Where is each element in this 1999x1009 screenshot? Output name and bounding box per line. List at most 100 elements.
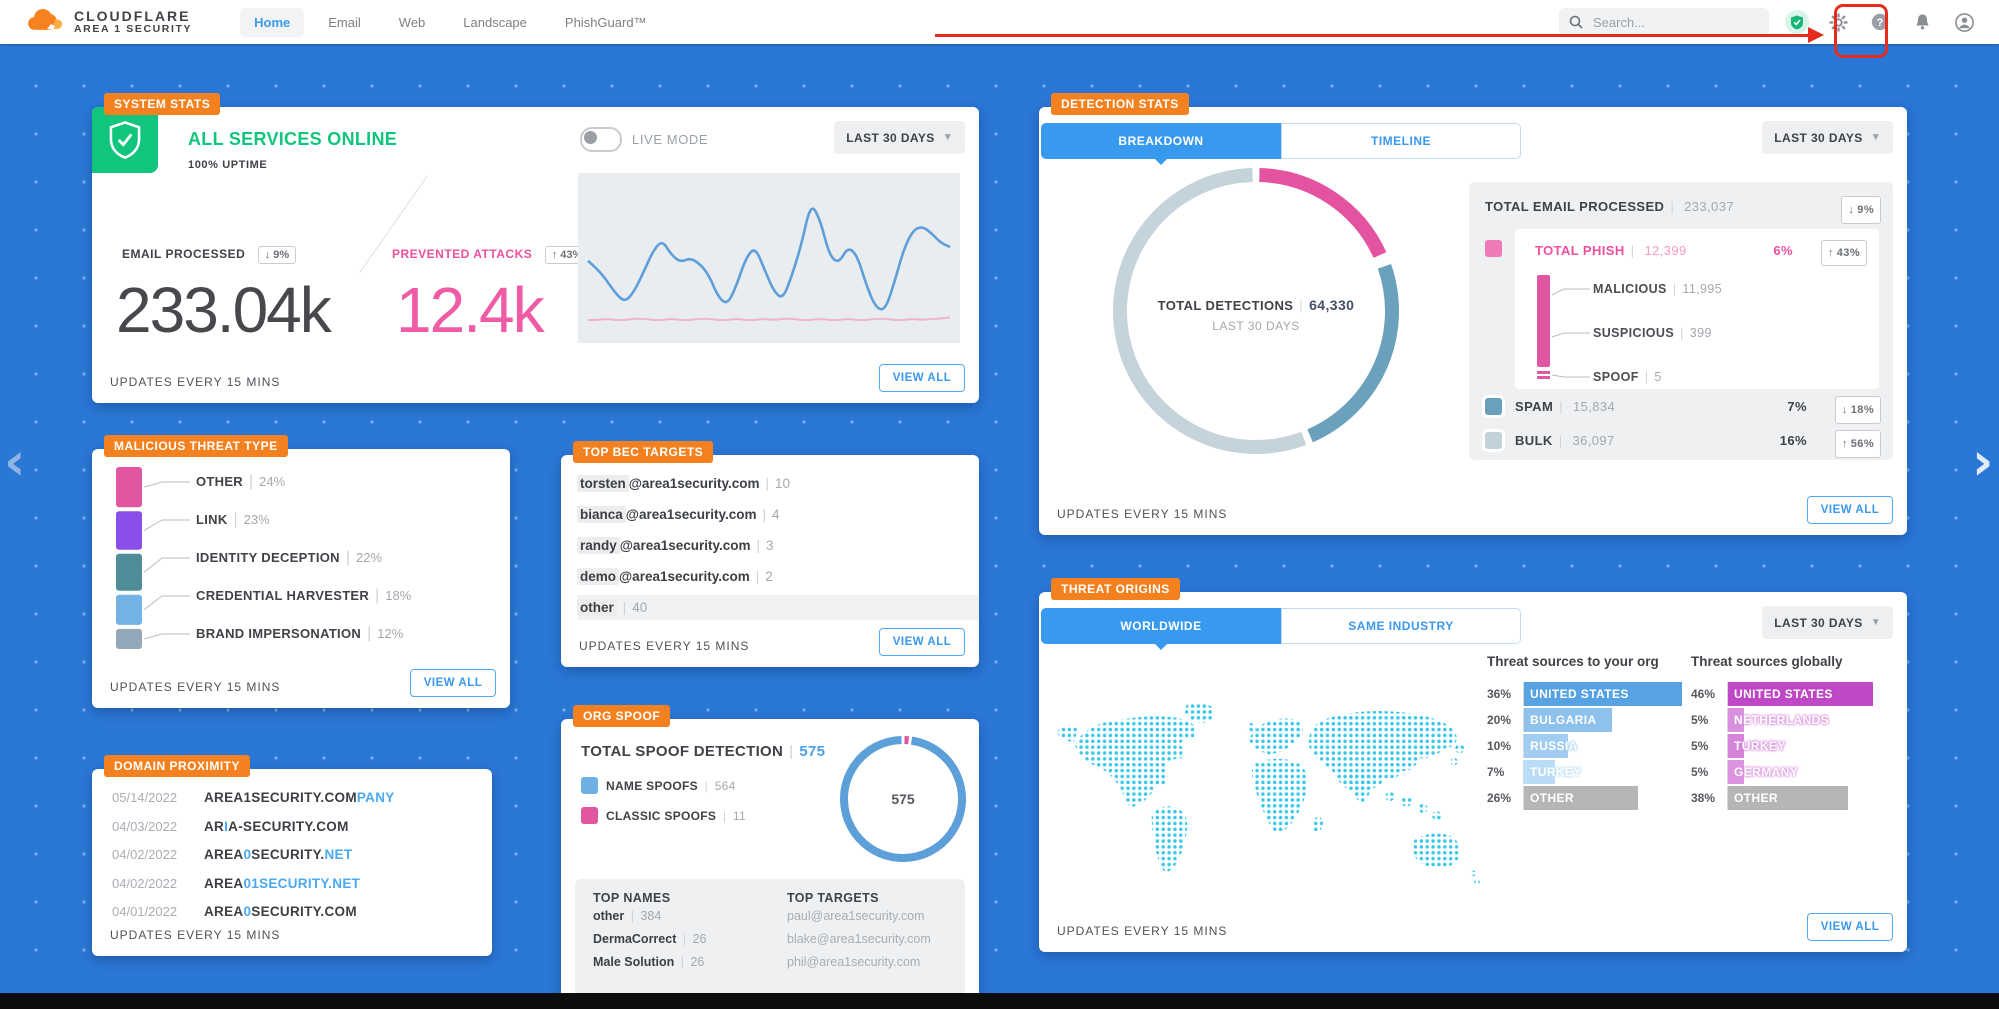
top-names-list: other | 384 DermaCorrect | 26 Male Solutio… <box>593 905 773 974</box>
bar-percent-label: 5% <box>1691 765 1709 779</box>
bulk-row: BULK | 36,097 16% ↑ 56% <box>1485 430 1881 458</box>
view-all-button[interactable]: VIEW ALL <box>879 364 965 392</box>
live-mode-toggle[interactable] <box>580 127 622 152</box>
card-badge: MALICIOUS THREAT TYPE <box>104 435 288 457</box>
top-target-row: paul@area1security.com <box>787 909 925 923</box>
user-avatar-icon[interactable] <box>1951 9 1977 35</box>
threat-source-row: 5% TURKEY <box>1691 733 1896 759</box>
card-badge: ORG SPOOF <box>573 705 671 727</box>
detections-donut-center: TOTAL DETECTIONS | 64,330 LAST 30 DAYS <box>1157 297 1355 333</box>
bar-country-label: NETHERLANDS <box>1734 713 1830 727</box>
bec-target-row: demo @area1security.com | 2 <box>577 564 979 589</box>
tab-timeline[interactable]: TIMELINE <box>1281 123 1521 159</box>
top-targets-title: TOP TARGETS <box>787 891 879 905</box>
spoof-detail-panel: TOP NAMES other | 384 DermaCorrect | 26 Ma… <box>575 879 965 997</box>
updates-note: UPDATES EVERY 15 MINS <box>579 639 750 653</box>
card-badge: TOP BEC TARGETS <box>573 441 714 463</box>
bar-country-label: TURKEY <box>1734 739 1786 753</box>
updates-note: UPDATES EVERY 15 MINS <box>110 375 281 389</box>
search-box[interactable] <box>1559 8 1769 36</box>
nav-item-home[interactable]: Home <box>240 7 305 37</box>
view-all-button[interactable]: VIEW ALL <box>1807 496 1893 524</box>
view-all-button[interactable]: VIEW ALL <box>879 628 965 656</box>
bar-track: GERMANY <box>1727 760 1873 784</box>
tab-breakdown[interactable]: BREAKDOWN <box>1041 123 1281 165</box>
updates-note: UPDATES EVERY 15 MINS <box>1057 507 1228 521</box>
threat-source-row: 20% BULGARIA <box>1487 707 1692 733</box>
metric-label: EMAIL PROCESSED <box>122 247 246 261</box>
nav-item-web[interactable]: Web <box>385 8 440 37</box>
services-status-text: ALL SERVICES ONLINE <box>188 129 398 149</box>
metric-prevented-attacks: PREVENTED ATTACKS ↑ 43% 12.4k <box>392 245 590 346</box>
range-dropdown[interactable]: LAST 30 DAYS ▼ <box>834 121 965 154</box>
phish-mini-bar-dash <box>1537 376 1550 379</box>
brand[interactable]: CLOUDFLARE AREA 1 SECURITY <box>26 8 193 36</box>
card-badge: SYSTEM STATS <box>104 93 221 115</box>
search-input[interactable] <box>1591 13 1735 31</box>
chart-title: Threat sources to your org <box>1487 654 1659 669</box>
card-top-bec-targets: TOP BEC TARGETS torsten @area1security.co… <box>561 441 979 667</box>
brand-line2: AREA 1 SECURITY <box>74 22 193 35</box>
range-label: LAST 30 DAYS <box>1774 130 1863 145</box>
delta-badge: ↓ 9% <box>1841 196 1881 224</box>
letterbox-bottom-bar <box>0 993 1999 1009</box>
tab-same-industry[interactable]: SAME INDUSTRY <box>1281 608 1521 644</box>
bar-country-label: UNITED STATES <box>1734 687 1833 701</box>
view-all-button[interactable]: VIEW ALL <box>1807 913 1893 941</box>
carousel-prev-arrow[interactable]: ‹ <box>4 432 26 492</box>
bec-target-row: torsten @area1security.com | 10 <box>577 471 979 496</box>
phish-subtype-row: SUSPICIOUS | 399 <box>1593 326 1712 340</box>
card-system-stats: SYSTEM STATS ALL SERVICES ONLINE 100% UP… <box>92 93 979 403</box>
notifications-bell-icon[interactable] <box>1909 9 1935 35</box>
activity-line-chart <box>578 173 960 343</box>
bar-fill <box>1728 786 1848 810</box>
phish-callout-lines <box>1551 288 1590 378</box>
carousel-next-arrow[interactable]: › <box>1972 432 1994 492</box>
tab-worldwide[interactable]: WORLDWIDE <box>1041 608 1281 650</box>
threat-sources-global-chart: Threat sources globally 46% UNITED STATES… <box>1691 654 1896 811</box>
bar-country-label: BULGARIA <box>1530 713 1597 727</box>
card-detection-stats: DETECTION STATS BREAKDOWN TIMELINE LAST … <box>1039 93 1907 535</box>
threat-type-row: OTHER | 24% <box>196 473 286 490</box>
settings-gear-icon[interactable] <box>1825 9 1851 35</box>
bar-percent-label: 26% <box>1487 791 1512 805</box>
threat-type-stacked-bar <box>116 467 190 649</box>
card-org-spoof: ORG SPOOF TOTAL SPOOF DETECTION | 575 NAME… <box>561 705 979 1009</box>
chart-title: Threat sources globally <box>1691 654 1843 669</box>
chevron-down-icon: ▼ <box>1870 132 1881 143</box>
delta-badge: ↓ 9% <box>257 246 297 264</box>
bar-fill <box>1524 734 1568 758</box>
bar-percent-label: 38% <box>1691 791 1716 805</box>
nav-item-email[interactable]: Email <box>314 8 375 37</box>
domain-row: 04/03/2022 ARIA-SECURITY.COM <box>112 818 349 834</box>
top-names-title: TOP NAMES <box>593 891 671 905</box>
threat-source-row: 10% RUSSIA <box>1487 733 1692 759</box>
nav-item-phishguard[interactable]: PhishGuard™ <box>551 8 661 37</box>
primary-nav: Home Email Web Landscape PhishGuard™ <box>240 7 661 37</box>
spoof-legend-row: NAME SPOOFS | 564 <box>581 777 736 794</box>
threat-type-row: BRAND IMPERSONATION | 12% <box>196 625 404 642</box>
view-all-button[interactable]: VIEW ALL <box>410 669 496 697</box>
spoof-legend-row: CLASSIC SPOOFS | 11 <box>581 807 746 824</box>
bar-country-label: UNITED STATES <box>1530 687 1629 701</box>
spoof-donut-center-value: 575 <box>891 791 915 807</box>
range-dropdown[interactable]: LAST 30 DAYS ▼ <box>1762 606 1893 639</box>
threat-source-row: 26% OTHER <box>1487 785 1692 811</box>
top-target-row: phil@area1security.com <box>787 955 921 969</box>
help-icon[interactable]: ? <box>1867 9 1893 35</box>
delta-badge: ↑ 43% <box>1820 240 1867 266</box>
updates-note: UPDATES EVERY 15 MINS <box>1057 924 1228 938</box>
top-name-row: DermaCorrect | 26 <box>593 932 707 946</box>
domain-row: 04/02/2022 AREA01SECURITY.NET <box>112 875 361 891</box>
bar-country-label: GERMANY <box>1734 765 1799 779</box>
nav-item-landscape[interactable]: Landscape <box>449 8 541 37</box>
live-mode-label: LIVE MODE <box>632 132 709 147</box>
spoof-donut-chart <box>840 736 966 862</box>
protection-status-icon[interactable] <box>1785 10 1809 34</box>
threat-sources-org-chart: Threat sources to your org 36% UNITED STA… <box>1487 654 1692 811</box>
updates-note: UPDATES EVERY 15 MINS <box>110 680 281 694</box>
detections-donut-chart <box>1113 168 1399 454</box>
phish-breakdown-box: TOTAL PHISH | 12,399 6% ↑ 43% MALICIOUS | <box>1515 229 1879 389</box>
threat-source-row: 38% OTHER <box>1691 785 1896 811</box>
range-dropdown[interactable]: LAST 30 DAYS ▼ <box>1762 121 1893 154</box>
